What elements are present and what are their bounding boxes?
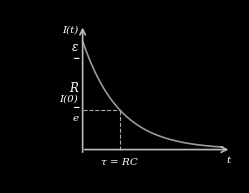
Text: I(0): I(0) xyxy=(60,94,78,103)
Text: t: t xyxy=(226,156,231,165)
Text: R: R xyxy=(69,82,78,95)
Text: e: e xyxy=(72,114,78,123)
Text: I(t): I(t) xyxy=(62,26,78,35)
Text: τ = RC: τ = RC xyxy=(101,158,138,167)
Text: ε: ε xyxy=(72,41,78,54)
